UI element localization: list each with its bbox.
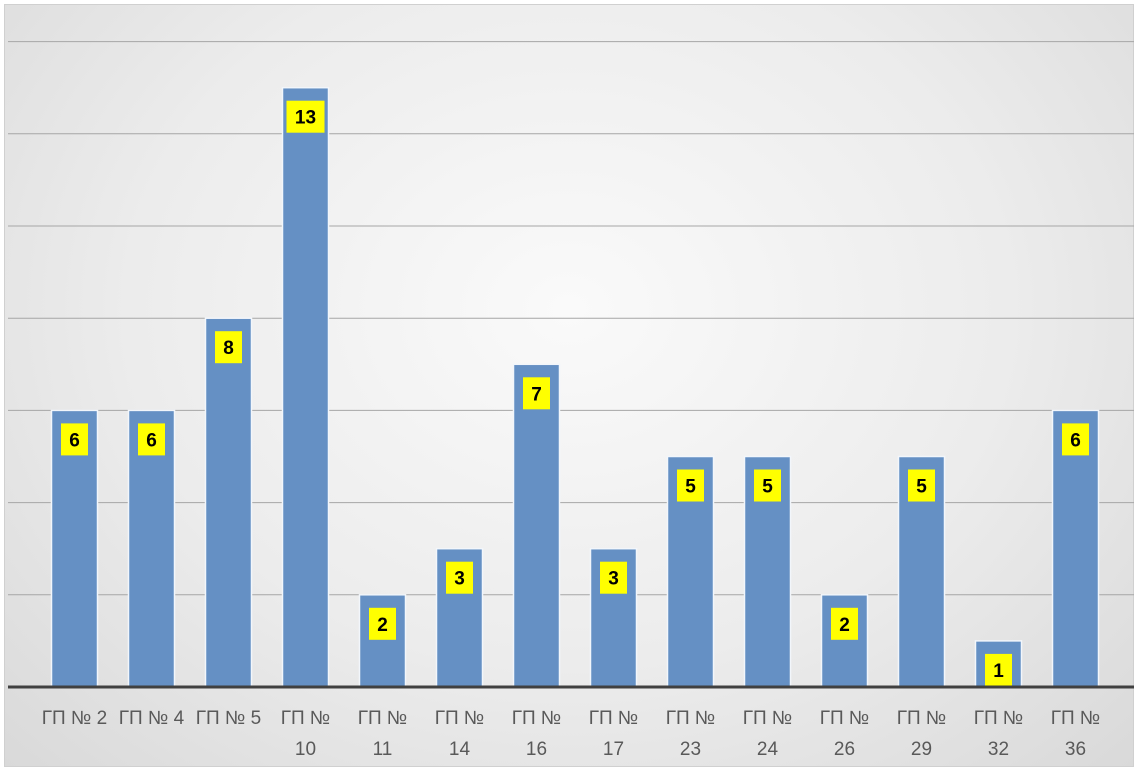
data-label: 5 [685, 477, 696, 498]
bar [512, 363, 561, 688]
bar [1051, 409, 1100, 688]
data-label: 6 [146, 430, 157, 451]
x-tick-label: 10 [295, 739, 316, 760]
data-label-box [138, 423, 165, 456]
data-label: 7 [531, 384, 542, 405]
data-label: 1 [993, 661, 1004, 682]
data-label-box [600, 561, 627, 594]
x-tick-label: ГП № [820, 708, 870, 729]
x-tick-label: 36 [1065, 739, 1086, 760]
bar [281, 86, 330, 688]
x-tick-label: ГП № [897, 708, 947, 729]
data-label-box [985, 653, 1012, 686]
data-label: 6 [1070, 430, 1081, 451]
x-tick-label: ГП № 2 [42, 708, 107, 729]
x-tick-label: ГП № [589, 708, 639, 729]
x-tick-label: ГП № 5 [196, 708, 261, 729]
bar [127, 409, 176, 688]
x-tick-label: ГП № [358, 708, 408, 729]
data-label: 3 [608, 569, 619, 590]
data-label-box [523, 377, 550, 410]
x-tick-label: 11 [373, 739, 393, 760]
data-label: 5 [762, 477, 773, 498]
data-label-box [677, 469, 704, 502]
x-tick-label: 16 [526, 739, 547, 760]
data-label: 3 [454, 569, 465, 590]
data-label: 6 [69, 430, 80, 451]
data-label-box [831, 607, 858, 640]
x-tick-label: 14 [449, 739, 471, 760]
data-label-box [754, 469, 781, 502]
bar [666, 455, 715, 688]
x-tick-label: ГП № [743, 708, 793, 729]
data-labels: 6 6 8 13 2 3 7 3 5 5 2 5 1 6 [61, 100, 1089, 686]
x-tick-label: 23 [680, 739, 701, 760]
x-tick-label: 26 [834, 739, 855, 760]
x-tick-label: ГП № [281, 708, 331, 729]
data-label-box [908, 469, 935, 502]
x-tick-label: 24 [757, 739, 779, 760]
data-label: 8 [223, 338, 234, 359]
x-tick-label: 29 [911, 739, 932, 760]
x-tick-label: ГП № [666, 708, 716, 729]
x-tick-label: ГП № [435, 708, 485, 729]
x-tick-label: ГП № [512, 708, 562, 729]
bars [50, 86, 1100, 688]
x-tick-label: ГП № [974, 708, 1024, 729]
x-tick-label: 32 [988, 739, 1009, 760]
data-label: 5 [916, 477, 927, 498]
data-label-box [1062, 423, 1089, 456]
data-label: 2 [377, 615, 388, 636]
gridlines [8, 41, 1134, 596]
x-axis: ГП № 2 ГП № 4 ГП № 5 ГП № 10 ГП № 11 ГП № 14 ГП №… [8, 685, 1134, 760]
data-label-box [215, 331, 242, 364]
data-label: 2 [839, 615, 850, 636]
x-tick-label: ГП № 4 [119, 708, 185, 729]
x-tick-label: ГП № [1051, 708, 1101, 729]
data-label-box [61, 423, 88, 456]
data-label: 13 [295, 108, 316, 129]
bar [204, 317, 253, 688]
data-label-box [446, 561, 473, 594]
x-tick-label: 17 [603, 739, 624, 760]
chart-area [4, 4, 1134, 767]
data-label-box [369, 607, 396, 640]
bar [50, 409, 99, 688]
data-label-box [286, 100, 325, 133]
bar [743, 455, 792, 688]
